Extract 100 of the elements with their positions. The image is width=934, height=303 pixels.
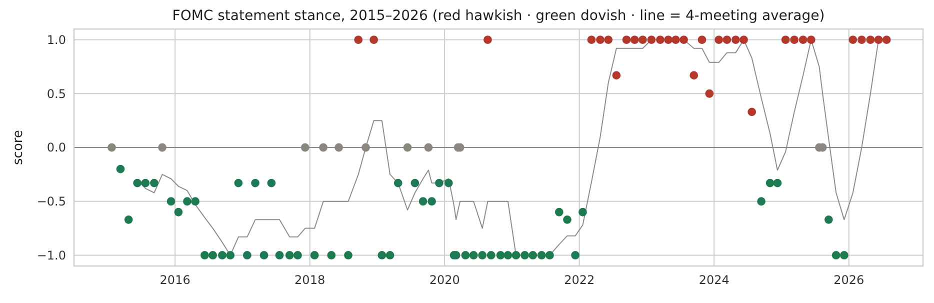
point [571, 251, 580, 260]
y-tick-label: −1.0 [36, 248, 66, 262]
point [124, 215, 133, 224]
y-tick-label: 0.5 [46, 86, 66, 101]
point [141, 178, 150, 188]
point [300, 143, 310, 152]
point [647, 36, 656, 44]
point [840, 251, 848, 260]
point [191, 197, 200, 206]
point [587, 36, 596, 44]
point [183, 197, 192, 206]
point [285, 251, 294, 260]
point [319, 143, 328, 152]
point [638, 36, 647, 44]
point [604, 36, 613, 44]
point [469, 251, 478, 260]
x-tick-label: 2016 [160, 273, 190, 287]
point [354, 36, 363, 44]
point [116, 164, 125, 174]
point [158, 143, 166, 152]
point [504, 251, 512, 260]
point [403, 143, 412, 152]
point [664, 36, 672, 44]
point [334, 143, 344, 152]
point [790, 36, 798, 44]
point [698, 36, 706, 44]
x-tick-label: 2024 [698, 273, 730, 287]
point [612, 71, 621, 80]
point [166, 197, 176, 206]
point [386, 251, 394, 260]
point [882, 36, 891, 44]
point [781, 36, 790, 44]
point [410, 178, 420, 188]
point [234, 178, 243, 188]
point [512, 251, 520, 260]
point [630, 36, 639, 44]
point [563, 215, 572, 224]
point [133, 178, 142, 188]
point [740, 36, 748, 44]
point [748, 108, 756, 116]
point [378, 251, 386, 260]
point [108, 143, 116, 152]
point [722, 36, 732, 44]
y-tick-label: 0.0 [46, 140, 66, 155]
point [798, 36, 808, 44]
point [705, 89, 714, 98]
point [267, 178, 276, 188]
y-tick-label: 1.0 [46, 32, 66, 47]
point [546, 251, 554, 260]
point [857, 36, 866, 44]
point [486, 251, 496, 260]
point [766, 178, 774, 188]
point [806, 36, 816, 44]
x-tick-label: 2022 [564, 273, 595, 287]
point [242, 251, 252, 260]
y-tick-label: −0.5 [36, 194, 66, 209]
point [435, 178, 444, 188]
point [150, 178, 158, 188]
point [226, 251, 235, 260]
point [478, 251, 487, 260]
point [394, 178, 402, 188]
point [672, 36, 680, 44]
point [370, 36, 378, 44]
point [174, 208, 183, 216]
x-tick-label: 2026 [834, 273, 864, 287]
point [275, 251, 284, 260]
point [200, 251, 209, 260]
x-tick-label: 2020 [429, 273, 460, 287]
point [461, 251, 470, 260]
point [757, 197, 766, 206]
point [444, 178, 453, 188]
point [218, 251, 226, 260]
point [690, 71, 698, 80]
point [656, 36, 664, 44]
point [424, 143, 433, 152]
x-tick-label: 2018 [294, 273, 326, 287]
point [310, 251, 319, 260]
point [554, 208, 564, 216]
y-axis-title: score [11, 130, 26, 165]
point [714, 36, 724, 44]
point [866, 36, 875, 44]
point [418, 197, 428, 206]
point [260, 251, 268, 260]
point [622, 36, 631, 44]
point [731, 36, 740, 44]
point [520, 251, 529, 260]
chart-title: FOMC statement stance, 2015–2026 (red hawkish · green dovish · line = 4-meeting average) [172, 8, 825, 24]
point [528, 251, 538, 260]
point [327, 251, 336, 260]
point [578, 208, 587, 216]
point [824, 215, 833, 224]
point [596, 36, 604, 44]
point [362, 143, 370, 152]
point [496, 251, 505, 260]
point [537, 251, 546, 260]
point [484, 36, 492, 44]
point [832, 251, 840, 260]
point [848, 36, 858, 44]
point [773, 178, 782, 188]
point [874, 36, 883, 44]
